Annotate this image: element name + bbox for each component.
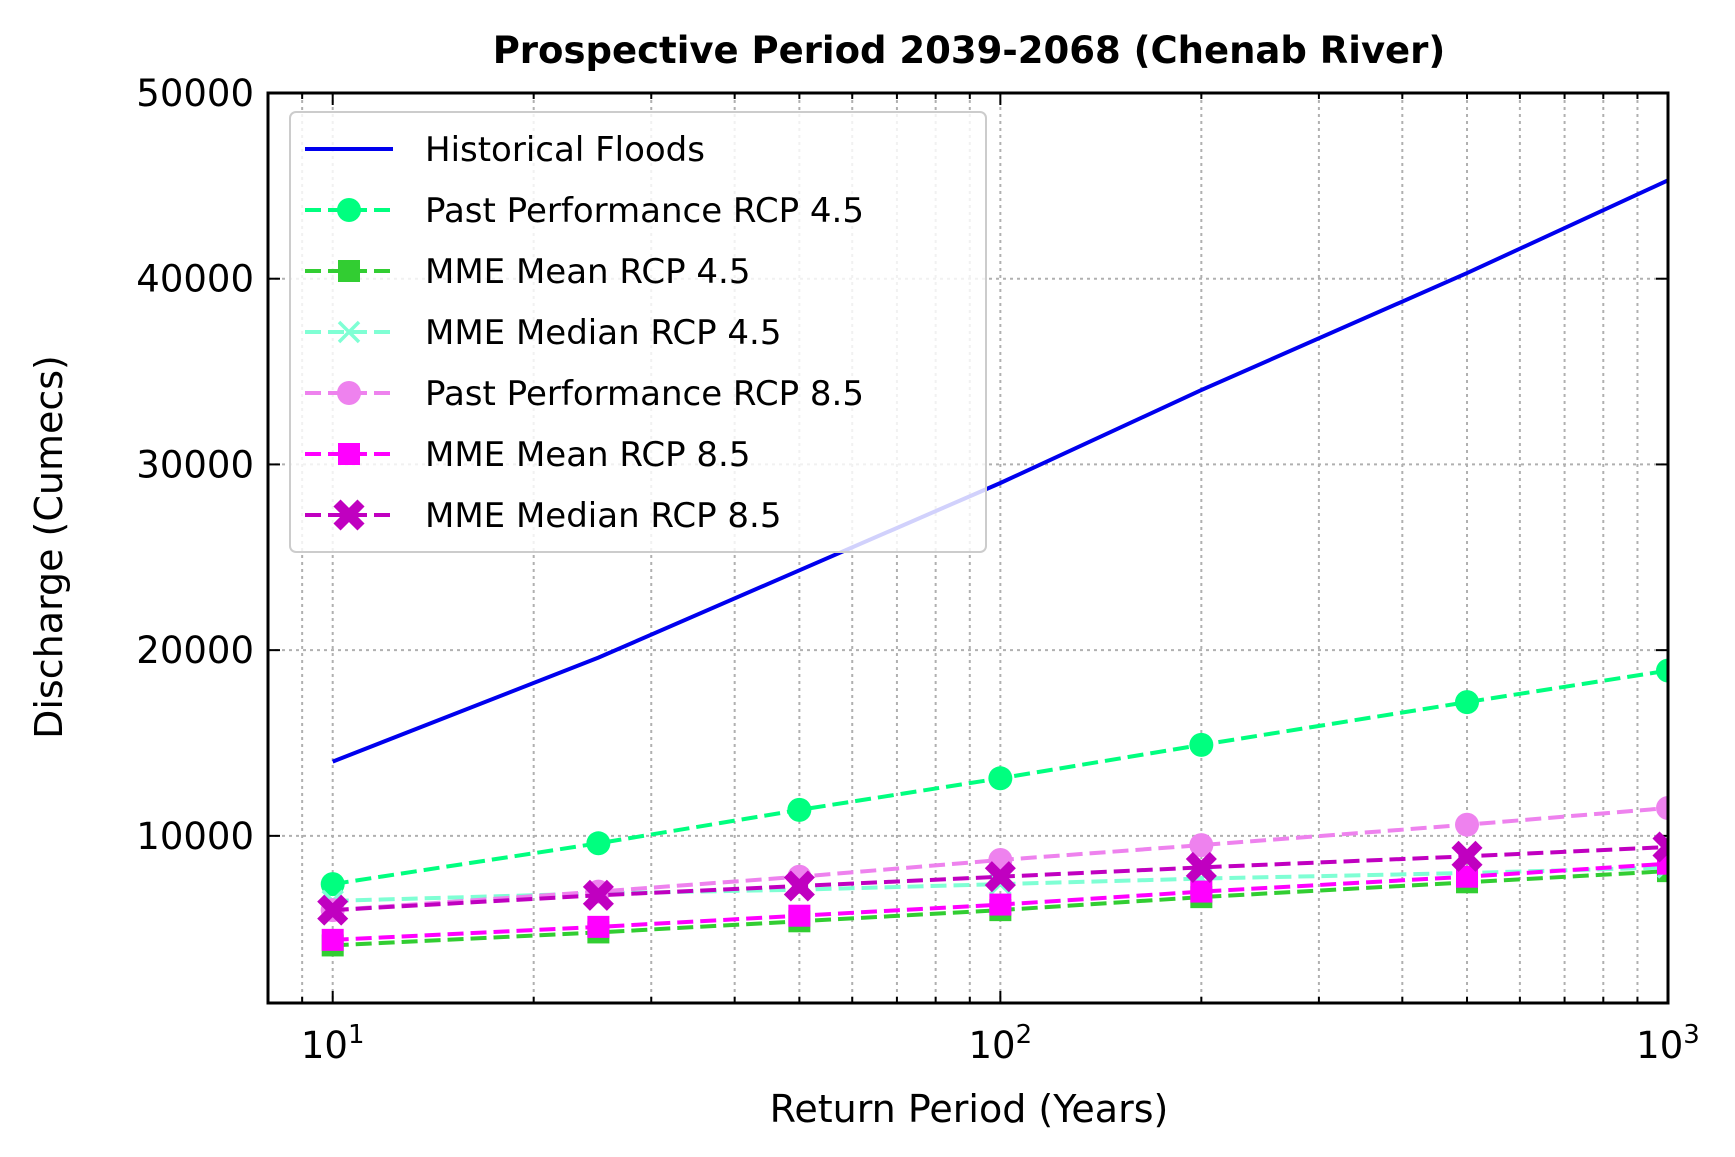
legend-swatch-marker [333,499,365,531]
x-axis-label: Return Period (Years) [770,1087,1169,1131]
legend-label: Past Performance RCP 4.5 [425,191,864,231]
data-point [1657,852,1668,875]
legend-item: Historical Floods [305,130,705,170]
data-point [1190,880,1213,903]
series-line [331,178,1668,764]
data-point [320,872,345,897]
y-tick-label: 40000 [136,258,254,301]
data-point [582,879,614,911]
y-axis-label: Discharge (Cumecs) [27,355,71,739]
legend-item: Past Performance RCP 4.5 [305,191,864,231]
y-tick-label: 20000 [136,629,254,672]
series-0 [331,178,1668,764]
legend-swatch-marker [338,260,360,282]
chart-title: Prospective Period 2039-2068 (Chenab Riv… [493,29,1446,72]
data-point [1189,833,1214,858]
legend-label: Historical Floods [425,130,705,170]
legend-item: MME Median RCP 4.5 [305,313,782,353]
series-6 [317,831,1668,926]
legend-label: Past Performance RCP 8.5 [425,374,864,414]
legend-label: MME Median RCP 4.5 [425,313,782,353]
x-tick-label: 102 [969,1020,1033,1067]
x-tick-exponent: 2 [1016,1020,1033,1050]
legend-swatch-marker [337,381,361,405]
data-point [984,861,1016,893]
legend-swatch-marker [338,443,360,465]
plot-area: 10000 20000 30000 40000 50000 101 102 103 [136,72,1700,1067]
legend-swatch-marker [337,320,361,344]
series-5 [321,852,1668,951]
y-tick-label: 10000 [136,815,254,858]
data-point [317,894,349,926]
data-point [783,870,815,902]
data-point [587,915,610,938]
data-point [1652,831,1668,863]
legend-label: MME Median RCP 8.5 [425,496,782,536]
data-point [788,904,811,927]
data-point [989,893,1012,916]
y-tick-label: 50000 [136,72,254,115]
legend-label: MME Mean RCP 4.5 [425,252,750,292]
legend-item: MME Mean RCP 4.5 [305,252,750,292]
x-tick-label: 101 [301,1020,365,1067]
series-1 [320,658,1668,897]
data-point [1656,658,1668,683]
data-point [787,797,812,822]
data-point [1185,851,1217,883]
legend-item: MME Median RCP 8.5 [305,496,782,536]
data-point [1656,796,1668,820]
data-point [321,928,344,951]
x-tick-label: 103 [1636,1020,1700,1067]
y-tick-label: 30000 [136,443,254,486]
data-point [1455,690,1480,715]
series-group [317,178,1668,957]
data-point [1189,732,1214,757]
data-point [1456,865,1479,888]
legend-swatch-marker [337,198,361,222]
data-point [1451,840,1483,872]
data-point [988,766,1013,791]
legend-item: Past Performance RCP 8.5 [305,374,864,414]
axes-frame [266,91,1670,1005]
data-point [1455,812,1480,837]
legend: Historical Floods Past Performance RCP 4.… [289,111,987,553]
legend-label: MME Mean RCP 8.5 [425,435,750,475]
legend-item: MME Mean RCP 8.5 [305,435,750,475]
legend-box [289,111,987,553]
x-tick-exponent: 1 [348,1020,365,1050]
data-point [586,831,611,856]
x-tick-exponent: 3 [1683,1020,1700,1050]
